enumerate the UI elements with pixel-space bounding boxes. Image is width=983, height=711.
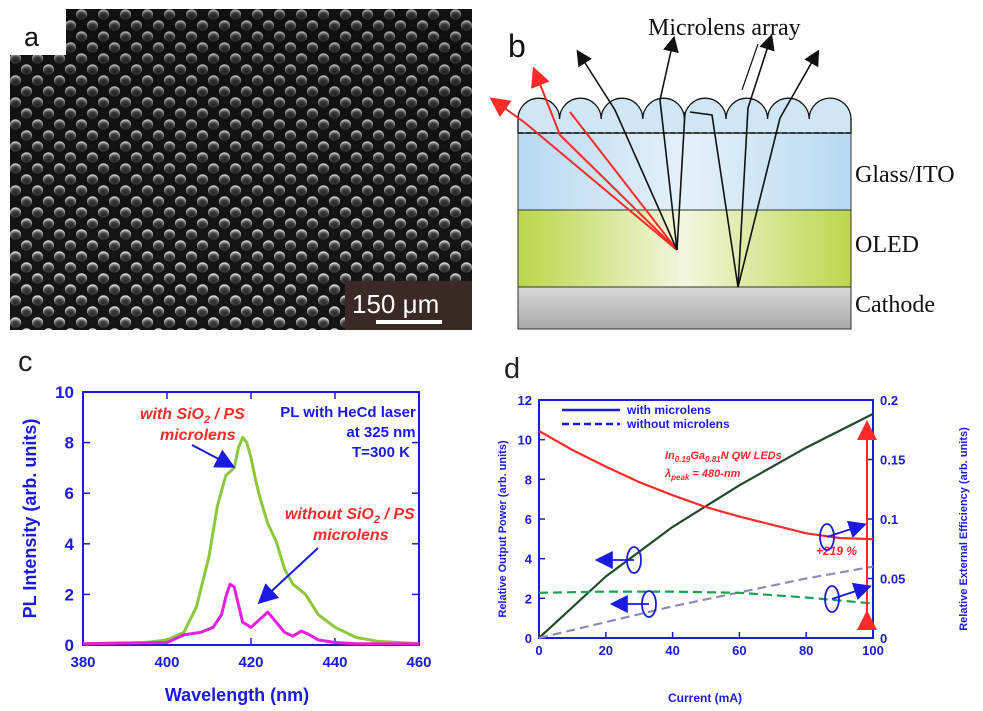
black-light-rays [576,33,820,288]
d-y-tick-label: 8 [525,472,532,487]
legend-without-microlens: without microlens [626,417,730,431]
d-y2-tick-label: 0.15 [880,453,905,468]
d-y-tick-label: 2 [525,591,532,606]
d-x-axis-label: Current (mA) [668,691,742,705]
c-without-arrow [257,547,319,605]
microlens-callout [741,43,759,91]
c-y-tick-label: 10 [55,383,74,402]
glass-ito-label: Glass/ITO [855,162,955,188]
scale-bar [376,320,442,324]
sem-micrograph: a 150 μm [10,9,472,330]
c-without-label-2: microlens [313,527,389,544]
output-power-chart: d Relative Output Power (arb. units) Rel… [497,353,970,705]
d-efficiency-with-microlens [538,429,874,541]
c-with-label-1: with SiO2 / PS [140,406,245,426]
c-laser-note-2: at 325 nm [346,424,415,441]
c-x-tick-label: 380 [70,654,95,671]
pl-spectrum-chart: c PL Intensity (arb. units) Wavelength (… [18,346,432,705]
panel-a: a 150 μm [10,9,472,330]
c-axes: 380 400 420 440 460 0 2 4 6 8 10 [55,383,431,671]
c-laser-note-3: T=300 K [352,444,410,461]
c-x-tick-label: 440 [322,654,347,671]
d-y-tick-label: 10 [518,433,532,448]
oled-schematic: b Microlens array Glass/ITO OLED Cathode [489,15,955,330]
d-y-axis-label: Relative Output Power (arb. units) [497,440,509,618]
c-x-tick-label: 400 [154,654,179,671]
c-y-tick-label: 0 [65,636,74,655]
d-y-tick-label: 12 [518,393,532,408]
c-with-arrow [191,444,236,468]
d-y2-axis-label: Relative External Efficiency (arb. units… [958,427,970,631]
glass-ito-layer [518,133,851,210]
c-series-with-microlens [82,436,420,646]
d-power-without-microlens [538,565,874,640]
c-without-label-1: without SiO2 / PS [285,506,415,526]
cathode-label: Cathode [855,292,935,318]
d-lambda-label: λpeak = 480-nm [664,468,741,482]
c-with-label-2: microlens [160,427,236,444]
oled-layer [517,209,852,288]
d-legend: with microlens without microlens [562,403,730,431]
panel-b-letter: b [508,28,526,64]
red-light-rays [489,66,678,251]
d-x-tick-label: 20 [599,643,613,658]
c-y-tick-label: 8 [65,434,74,453]
c-y-tick-label: 6 [65,484,74,503]
cathode-layer [517,286,852,330]
c-series-without-microlens [82,582,419,646]
d-x-tick-label: 60 [732,643,746,658]
c-y-tick-label: 2 [65,585,74,604]
d-x-tick-label: 80 [799,643,813,658]
d-series [538,412,874,640]
c-x-axis-label: Wavelength (nm) [165,685,309,705]
d-axis-indicators [594,520,872,618]
d-y2-tick-label: 0 [880,631,887,646]
d-efficiency-without-microlens [538,590,874,605]
c-series [82,436,420,646]
microlens-array-label: Microlens array [648,15,801,41]
d-y2-tick-label: 0.05 [880,572,905,587]
d-gain-label: +219 % [816,544,857,558]
panel-c-letter: c [18,346,33,378]
d-y2-tick-label: 0.2 [880,393,898,408]
d-x-tick-label: 0 [535,643,542,658]
d-plot-frame [538,399,874,639]
panel-d: d Relative Output Power (arb. units) Rel… [480,338,983,706]
panel-c: c PL Intensity (arb. units) Wavelength (… [0,338,470,706]
panel-a-letter: a [24,22,40,52]
d-led-label: In0.19Ga0.81N QW LEDs [665,450,782,464]
d-y-tick-label: 6 [525,512,532,527]
c-y-axis-label: PL Intensity (arb. units) [20,419,40,619]
legend-with-microlens: with microlens [626,403,711,417]
c-x-tick-label: 460 [406,654,431,671]
oled-label: OLED [855,232,919,258]
panel-d-letter: d [504,353,520,385]
d-y2-tick-label: 0.1 [880,512,898,527]
d-x-tick-label: 100 [862,643,884,658]
panel-b: b Microlens array Glass/ITO OLED Cathode [480,0,983,335]
d-y-tick-label: 4 [525,552,533,567]
scale-bar-label: 150 μm [352,289,439,319]
c-y-tick-label: 4 [65,535,75,554]
d-y-tick-label: 0 [525,631,532,646]
d-x-tick-label: 40 [665,643,679,658]
c-x-tick-label: 420 [238,654,263,671]
c-laser-note-1: PL with HeCd laser [280,404,416,421]
